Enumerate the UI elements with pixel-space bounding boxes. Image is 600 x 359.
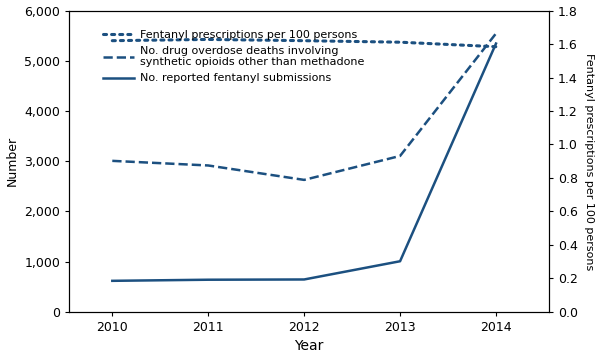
Legend: Fentanyl prescriptions per 100 persons, No. drug overdose deaths involving
synth: Fentanyl prescriptions per 100 persons, … — [98, 25, 368, 88]
Y-axis label: Fentanyl prescriptions per 100 persons: Fentanyl prescriptions per 100 persons — [584, 52, 595, 270]
Y-axis label: Number: Number — [5, 136, 19, 186]
X-axis label: Year: Year — [294, 340, 323, 354]
